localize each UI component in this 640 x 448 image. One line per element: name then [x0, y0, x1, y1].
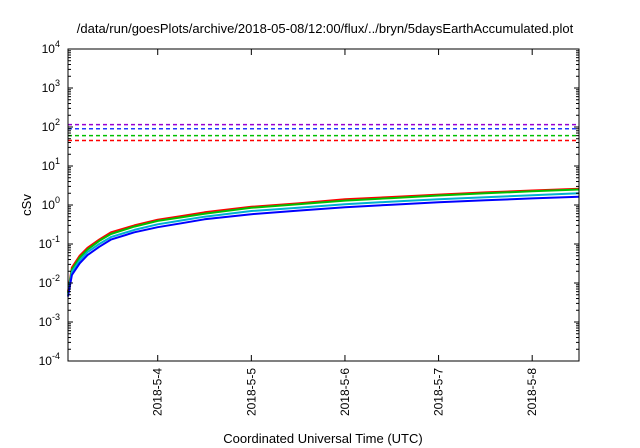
- y-tick-label: 104: [42, 39, 60, 56]
- y-tick-label: 10-2: [39, 273, 60, 290]
- y-tick-label: 103: [42, 78, 60, 95]
- y-axis-label: cSv: [19, 194, 34, 216]
- series-line-4: [67, 195, 580, 297]
- x-axis: 2018-5-4 2018-5-5 2018-5-6 2018-5-7 2018-5-8: [151, 49, 539, 416]
- chart-title: /data/run/goesPlots/archive/2018-05-08/1…: [77, 21, 574, 36]
- x-axis-label: Coordinated Universal Time (UTC): [223, 431, 422, 446]
- x-tick-label: 2018-5-7: [432, 368, 446, 416]
- series-line-2: [67, 188, 580, 294]
- y-tick-label: 102: [42, 117, 60, 134]
- x-tick-label: 2018-5-5: [244, 368, 258, 416]
- series-line-3: [67, 192, 580, 295]
- y-tick-label: 10-1: [39, 234, 60, 251]
- y-tick-label: 10-3: [39, 312, 60, 329]
- x-tick-label: 2018-5-4: [151, 368, 165, 416]
- series-line-1: [67, 187, 580, 292]
- y-tick-label: 101: [42, 156, 60, 173]
- plot-area: [67, 123, 580, 297]
- x-tick-label: 2018-5-6: [338, 368, 352, 416]
- x-tick-label: 2018-5-8: [525, 368, 539, 416]
- y-axis: 10-4 10-3 10-2 10-1 100 101 102 103 104: [39, 39, 579, 368]
- y-tick-label: 100: [42, 195, 60, 212]
- y-tick-label: 10-4: [39, 351, 60, 368]
